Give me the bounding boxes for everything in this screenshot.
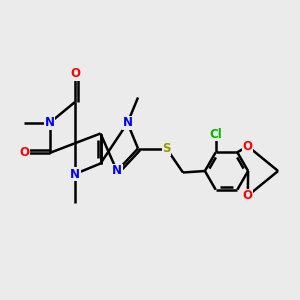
Text: O: O (243, 189, 253, 202)
Text: N: N (44, 116, 55, 130)
Text: O: O (19, 146, 29, 160)
Text: S: S (162, 142, 171, 155)
Text: N: N (122, 116, 133, 130)
Text: Cl: Cl (209, 128, 222, 141)
Text: N: N (70, 167, 80, 181)
Text: O: O (70, 67, 80, 80)
Text: O: O (243, 140, 253, 153)
Text: N: N (112, 164, 122, 178)
